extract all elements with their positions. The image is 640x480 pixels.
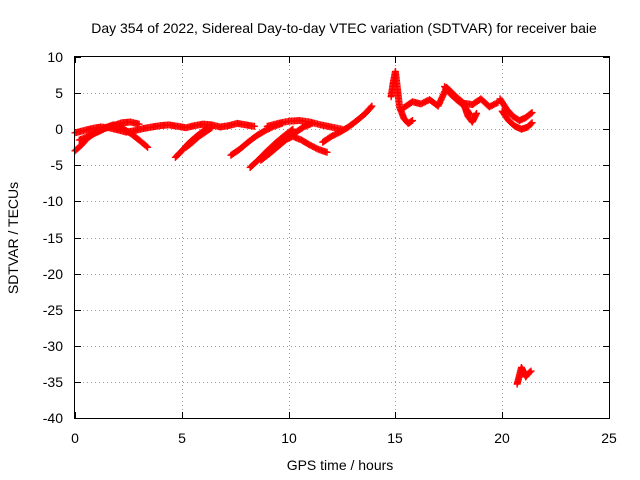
y-tick-label: -40 <box>43 410 63 426</box>
y-tick-label: 0 <box>55 121 63 137</box>
x-axis-title: GPS time / hours <box>287 457 394 473</box>
data-point <box>528 109 536 117</box>
data-point <box>208 124 216 132</box>
y-tick-label: 10 <box>47 49 63 65</box>
x-tick-label: 20 <box>494 430 510 446</box>
series-arc-o <box>460 100 481 126</box>
y-tick-label: -5 <box>51 157 64 173</box>
series-arc-q <box>498 107 536 133</box>
data-point <box>527 367 535 375</box>
series-arc-e <box>182 124 216 151</box>
series-arc-c <box>75 118 143 144</box>
data-point <box>368 102 376 110</box>
series-arc-l <box>387 67 416 127</box>
x-tick-label: 10 <box>281 430 297 446</box>
chart-title: Day 354 of 2022, Sidereal Day-to-day VTE… <box>91 20 597 36</box>
data-point <box>323 148 331 156</box>
data-point <box>144 143 152 151</box>
y-tick-label: -25 <box>43 302 63 318</box>
x-tick-label: 25 <box>601 430 617 446</box>
data-point <box>142 142 150 150</box>
data-point <box>250 122 258 130</box>
x-tick-label: 0 <box>71 430 79 446</box>
data-point <box>135 120 143 128</box>
series-arc-j <box>263 117 346 133</box>
data-point <box>527 120 535 128</box>
data-point <box>526 368 534 376</box>
data-point <box>493 99 501 107</box>
series-arc-b <box>71 119 258 137</box>
x-tick-label: 15 <box>387 430 403 446</box>
series-arc-i <box>280 132 331 156</box>
y-tick-label: 5 <box>55 85 63 101</box>
x-tick-label: 5 <box>178 430 186 446</box>
data-point <box>473 109 481 117</box>
y-tick-label: -20 <box>43 266 63 282</box>
y-tick-label: -10 <box>43 193 63 209</box>
series-arc-p <box>496 95 536 125</box>
y-tick-label: -15 <box>43 230 63 246</box>
data-point <box>528 119 536 127</box>
y-axis-title: SDTVAR / TECUs <box>5 182 21 294</box>
data-point <box>527 109 535 117</box>
series-arc-k <box>319 102 376 146</box>
data-points <box>71 67 536 388</box>
y-tick-label: -30 <box>43 338 63 354</box>
plot-frame <box>74 56 610 419</box>
y-tick-labels: -40 -35 -30 -25 -20 -15 -10 -5 0 5 10 <box>43 49 63 426</box>
data-point <box>407 117 415 125</box>
data-point <box>206 125 214 133</box>
x-tick-labels: 0 5 10 15 20 25 <box>71 430 617 446</box>
data-point <box>367 103 375 111</box>
y-tick-label: -35 <box>43 374 63 390</box>
data-point <box>408 117 416 125</box>
series-arc-r <box>513 363 535 388</box>
